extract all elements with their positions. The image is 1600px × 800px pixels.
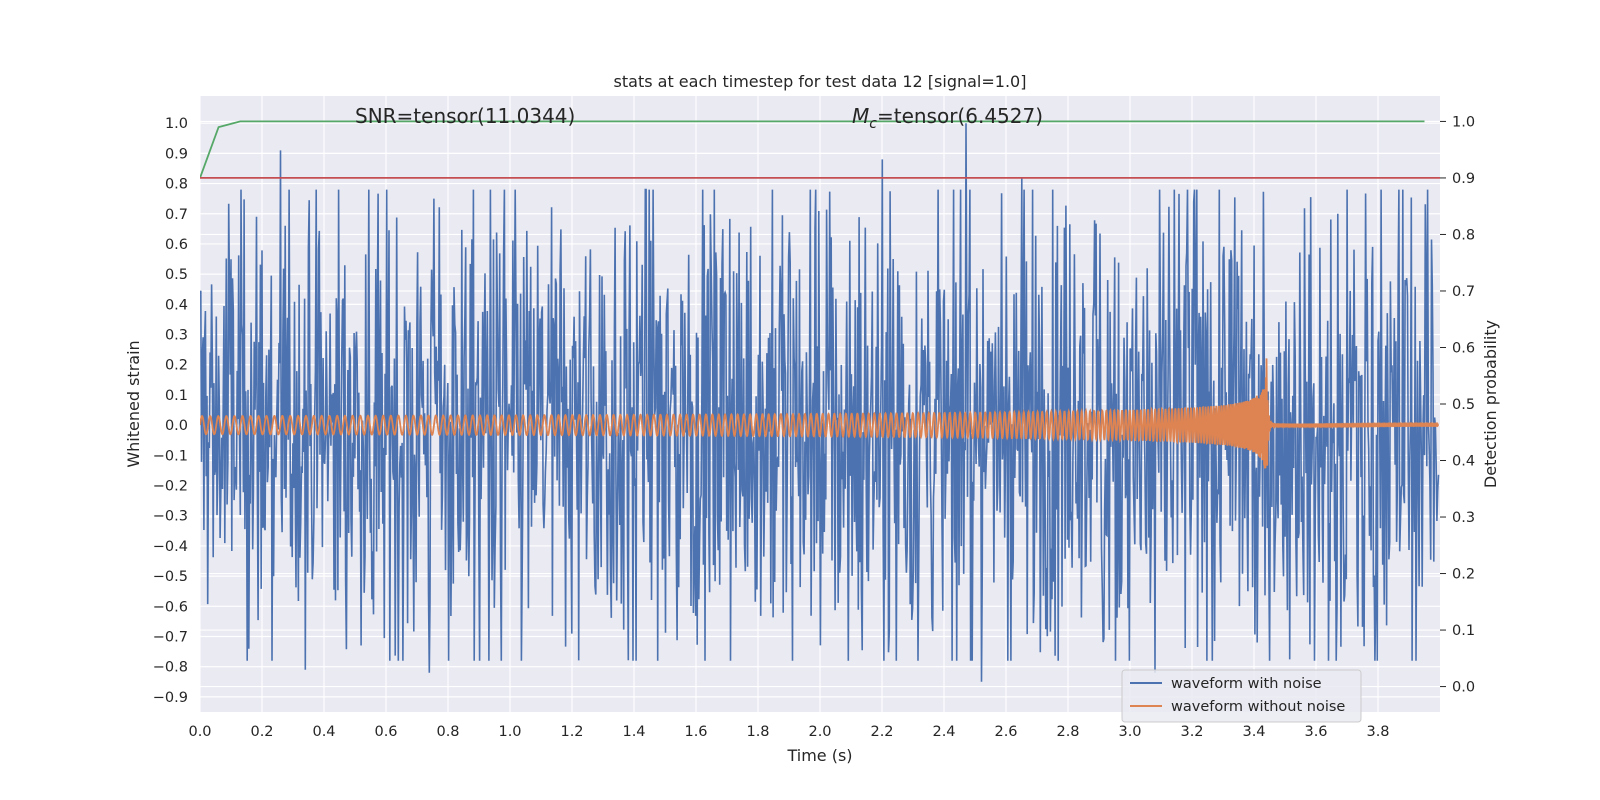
x-tick-label: 1.8 — [746, 724, 769, 740]
y-tick-label: −0.1 — [153, 448, 188, 464]
y-tick-label: 0.0 — [165, 418, 188, 434]
y-tick-label: 0.2 — [165, 358, 188, 374]
x-tick-label: 2.8 — [1056, 724, 1079, 740]
y-tick-label: −0.3 — [153, 509, 188, 525]
y2-tick-label: 0.4 — [1452, 454, 1475, 470]
y-axis-label: Whitened strain — [124, 340, 143, 467]
y-tick-label: 0.3 — [165, 328, 188, 344]
y2-tick-label: 0.3 — [1452, 510, 1475, 526]
y2-tick-label: 0.1 — [1452, 623, 1475, 639]
y-tick-label: 0.1 — [165, 388, 188, 404]
x-tick-label: 2.6 — [994, 724, 1017, 740]
mc-annotation: Mc=tensor(6.4527) — [852, 104, 1043, 132]
x-tick-label: 3.8 — [1366, 724, 1389, 740]
x-tick-label: 1.2 — [560, 724, 583, 740]
y-tick-label: 0.8 — [165, 177, 188, 193]
y-tick-label: −0.9 — [153, 690, 188, 706]
y-tick-label: 0.6 — [165, 237, 188, 253]
x-tick-label: 1.4 — [622, 724, 645, 740]
x-tick-label: 0.4 — [312, 724, 335, 740]
y2-tick-label: 0.0 — [1452, 680, 1475, 696]
chart-title: stats at each timestep for test data 12 … — [614, 72, 1027, 91]
y2-tick-label: 0.5 — [1452, 397, 1475, 413]
x-tick-label: 2.0 — [808, 724, 831, 740]
y2-ticks: 1.0 0.9 0.8 0.7 0.6 0.5 0.4 0.3 0.2 0.1 0.0 — [1440, 114, 1475, 696]
x-tick-label: 0.8 — [436, 724, 459, 740]
y-tick-label: −0.6 — [153, 599, 188, 615]
y-tick-label: −0.8 — [153, 660, 188, 676]
x-tick-label: 3.4 — [1242, 724, 1265, 740]
series-group — [200, 120, 1440, 682]
y-tick-label: 0.9 — [165, 146, 188, 162]
y-tick-label: 0.4 — [165, 297, 188, 313]
signal-series-line — [200, 358, 1440, 469]
x-tick-label: 1.6 — [684, 724, 707, 740]
legend-label-signal: waveform without noise — [1171, 699, 1345, 715]
x-tick-label: 2.2 — [870, 724, 893, 740]
y-tick-label: −0.7 — [153, 630, 188, 646]
legend: waveform with noise waveform without noi… — [1121, 669, 1362, 723]
y2-axis-label: Detection probability — [1481, 320, 1500, 488]
y-tick-label: −0.2 — [153, 479, 188, 495]
probability-series-line — [200, 120, 1425, 179]
y2-tick-label: 0.2 — [1452, 567, 1475, 583]
x-tick-label: 3.2 — [1180, 724, 1203, 740]
y-ticks: 1.0 0.9 0.8 0.7 0.6 0.5 0.4 0.3 0.2 0.1 0.0 −0.1 −0.… — [153, 116, 188, 706]
legend-box — [1121, 669, 1362, 723]
y2-tick-label: 0.7 — [1452, 284, 1475, 300]
x-tick-label: 0.6 — [374, 724, 397, 740]
y2-tick-label: 0.8 — [1452, 227, 1475, 243]
noise-series-line — [200, 123, 1440, 682]
x-tick-label: 1.0 — [498, 724, 521, 740]
y2-tick-label: 1.0 — [1452, 114, 1475, 130]
legend-label-noise: waveform with noise — [1171, 676, 1322, 692]
snr-annotation: SNR=tensor(11.0344) — [355, 104, 575, 128]
y-tick-label: 1.0 — [165, 116, 188, 132]
data-layer — [200, 120, 1440, 682]
x-axis-label: Time (s) — [786, 746, 852, 765]
x-tick-label: 3.0 — [1118, 724, 1141, 740]
x-ticks: 0.0 0.2 0.4 0.6 0.8 1.0 1.2 1.4 1.6 1.8 2.0 2.2 2.4 2… — [188, 724, 1389, 740]
y-tick-label: −0.4 — [153, 539, 188, 555]
y-tick-label: −0.5 — [153, 569, 188, 585]
y-tick-label: 0.5 — [165, 267, 188, 283]
y2-tick-label: 0.6 — [1452, 340, 1475, 356]
x-tick-label: 2.4 — [932, 724, 955, 740]
x-tick-label: 0.2 — [250, 724, 273, 740]
y2-tick-label: 0.9 — [1452, 171, 1475, 187]
x-tick-label: 3.6 — [1304, 724, 1327, 740]
x-tick-label: 0.0 — [188, 724, 211, 740]
y-tick-label: 0.7 — [165, 207, 188, 223]
